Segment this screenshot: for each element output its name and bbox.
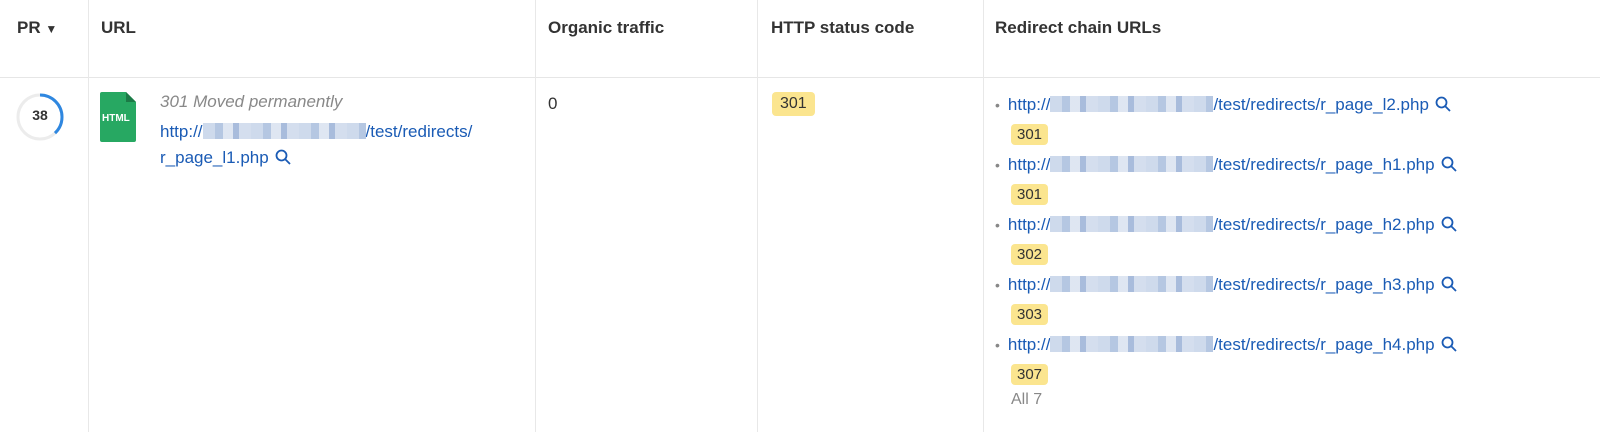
redirect-url-path: /test/redirects/r_page_h1.php bbox=[1213, 155, 1435, 174]
redirect-url-prefix: http:// bbox=[1007, 155, 1051, 174]
search-icon[interactable] bbox=[1441, 276, 1457, 292]
page-url-link[interactable]: http:// /test/redirects/ r_page_l1.php bbox=[160, 119, 530, 171]
redirect-url-prefix: http:// bbox=[1007, 275, 1051, 294]
search-icon[interactable] bbox=[1441, 336, 1457, 352]
redirect-url-prefix: http:// bbox=[1007, 335, 1051, 354]
redacted-domain bbox=[1050, 96, 1214, 112]
redirect-url-prefix: http:// bbox=[1007, 215, 1051, 234]
header-pr-label: PR bbox=[17, 18, 41, 37]
column-url bbox=[89, 0, 536, 432]
bullet: • bbox=[995, 97, 1000, 113]
status-text: 301 Moved permanently bbox=[160, 92, 343, 111]
redirect-url-path: /test/redirects/r_page_l2.php bbox=[1213, 95, 1429, 114]
redirect-url-path: /test/redirects/r_page_h2.php bbox=[1213, 215, 1435, 234]
html-file-icon bbox=[100, 92, 136, 142]
bullet: • bbox=[995, 157, 1000, 173]
search-icon[interactable] bbox=[1441, 156, 1457, 172]
url-path: /test/redirects/ bbox=[365, 122, 473, 141]
redirect-item[interactable]: • http:// /test/redirects/r_page_h1.php bbox=[995, 152, 1457, 178]
column-http bbox=[758, 0, 984, 432]
redacted-domain bbox=[1050, 276, 1214, 292]
triangle-down-icon: ▼ bbox=[45, 22, 58, 36]
redirect-status-badge: 301 bbox=[1011, 184, 1049, 205]
redirect-status-badge: 307 bbox=[1011, 364, 1049, 385]
bullet: • bbox=[995, 217, 1000, 233]
redirect-status-badge: 303 bbox=[1011, 304, 1049, 325]
pr-value: 38 bbox=[32, 107, 48, 123]
redirect-url-prefix: http:// bbox=[1007, 95, 1051, 114]
search-icon[interactable] bbox=[1441, 216, 1457, 232]
http-status-badge: 301 bbox=[772, 92, 815, 116]
header-organic-traffic[interactable]: Organic traffic bbox=[548, 18, 665, 37]
header-pr[interactable]: PR ▼ bbox=[17, 18, 57, 38]
search-icon[interactable] bbox=[1435, 96, 1451, 112]
redirect-item[interactable]: • http:// /test/redirects/r_page_l2.php bbox=[995, 92, 1451, 118]
table-header bbox=[0, 0, 1600, 78]
search-icon[interactable] bbox=[275, 149, 291, 165]
redirect-url-path: /test/redirects/r_page_h3.php bbox=[1213, 275, 1435, 294]
url-prefix: http:// bbox=[160, 122, 203, 141]
redirect-item[interactable]: • http:// /test/redirects/r_page_h2.php bbox=[995, 212, 1457, 238]
organic-traffic-value: 0 bbox=[548, 94, 558, 113]
redirect-status-badge: 302 bbox=[1011, 244, 1049, 265]
file-type-label: HTML bbox=[102, 113, 130, 124]
all-redirects-link[interactable]: All 7 bbox=[1011, 391, 1043, 408]
redacted-domain bbox=[1050, 216, 1214, 232]
redirect-url-path: /test/redirects/r_page_h4.php bbox=[1213, 335, 1435, 354]
redirect-item[interactable]: • http:// /test/redirects/r_page_h3.php bbox=[995, 272, 1457, 298]
header-url[interactable]: URL bbox=[101, 18, 136, 37]
url-file: r_page_l1.php bbox=[160, 148, 269, 167]
pr-ring-icon bbox=[16, 93, 64, 141]
header-http-status[interactable]: HTTP status code bbox=[771, 18, 915, 37]
header-redirect-chain[interactable]: Redirect chain URLs bbox=[995, 18, 1162, 37]
redacted-domain bbox=[1050, 336, 1214, 352]
redacted-domain bbox=[1050, 156, 1214, 172]
redirect-status-badge: 301 bbox=[1011, 124, 1049, 145]
column-pr bbox=[0, 0, 89, 432]
bullet: • bbox=[995, 337, 1000, 353]
redacted-domain bbox=[202, 123, 366, 139]
redirect-item[interactable]: • http:// /test/redirects/r_page_h4.php bbox=[995, 332, 1457, 358]
column-organic bbox=[536, 0, 758, 432]
bullet: • bbox=[995, 277, 1000, 293]
